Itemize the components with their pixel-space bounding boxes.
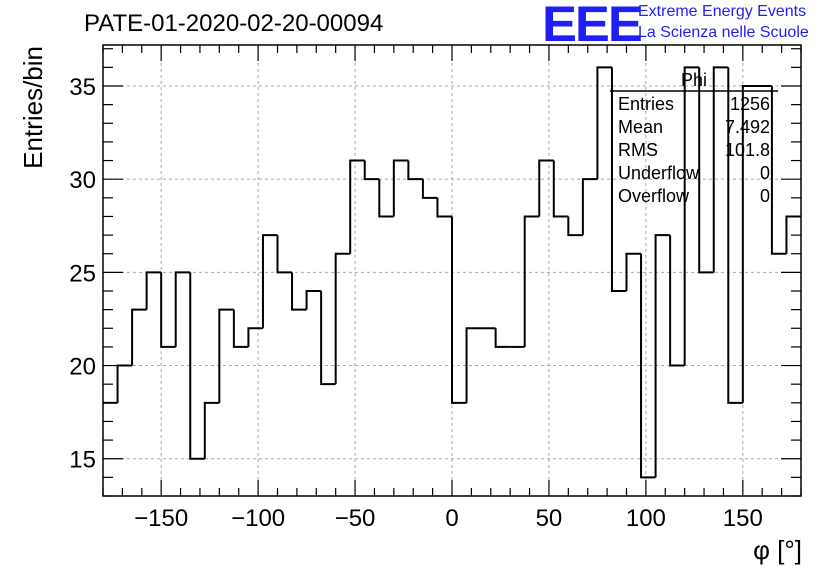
x-tick-label: −100 — [231, 505, 285, 532]
y-tick-label: 20 — [69, 354, 96, 381]
histogram-bin — [581, 178, 598, 236]
histogram-bin — [625, 252, 642, 291]
y-tick-label: 25 — [69, 260, 96, 287]
stats-row-label: Underflow — [618, 163, 700, 183]
histogram-bin — [131, 308, 147, 366]
histogram-bin — [407, 160, 423, 181]
histogram-bin — [160, 272, 176, 348]
histogram-bin — [189, 272, 205, 460]
x-tick-label: 50 — [536, 505, 563, 532]
stats-title: Phi — [681, 70, 707, 90]
histogram-bin — [552, 160, 569, 218]
histogram-bin — [232, 309, 249, 348]
histogram-bin — [596, 66, 612, 180]
axis-ticks — [102, 45, 802, 497]
stats-row-label: Entries — [618, 94, 674, 114]
x-tick-label: 0 — [445, 505, 458, 532]
stats-row-label: RMS — [618, 140, 658, 160]
histogram-bin — [320, 291, 336, 386]
stats-row-value: 1256 — [730, 94, 770, 114]
histogram-bin — [436, 197, 452, 218]
histogram-bin — [174, 271, 191, 347]
histogram-bin — [538, 159, 554, 217]
histogram-bin — [145, 271, 162, 310]
y-tick-label: 30 — [69, 167, 96, 194]
stats-row-label: Mean — [618, 117, 663, 137]
x-tick-label: 150 — [723, 505, 763, 532]
y-tick-label: 35 — [69, 74, 96, 101]
histogram-bin — [363, 160, 380, 181]
logo-caption-line2: La Scienza nelle Scuole — [638, 24, 809, 41]
histogram-bin — [203, 401, 220, 459]
histogram-bin — [116, 364, 133, 403]
histogram-bin — [305, 290, 322, 310]
histogram-bin — [669, 235, 685, 367]
x-tick-label: −150 — [134, 505, 188, 532]
histogram-bin — [494, 328, 511, 348]
histogram-bin — [683, 66, 700, 366]
histogram-bin — [261, 234, 278, 329]
stats-row-value: 0 — [760, 163, 770, 183]
histogram-bin — [247, 327, 263, 347]
histogram-bin — [392, 159, 409, 217]
histogram-bin — [698, 67, 714, 274]
histogram-bin — [334, 252, 351, 385]
x-tick-label: 100 — [626, 505, 666, 532]
histogram-bin — [451, 216, 467, 404]
histogram-bin — [727, 67, 743, 404]
histogram-bin — [349, 159, 365, 254]
y-tick-label: 15 — [69, 447, 96, 474]
histogram-bin — [218, 308, 234, 403]
histogram-bin — [291, 272, 307, 311]
tick-labels: −150 −100 −50 0 50 100 150 15 20 25 30 35 — [69, 74, 763, 532]
x-axis-label: φ [°] — [753, 535, 802, 565]
histogram-series — [103, 66, 801, 479]
histogram-bin — [770, 86, 787, 255]
histogram-bin — [276, 235, 293, 274]
histogram-bin — [378, 179, 394, 218]
histogram-bin — [712, 66, 729, 273]
histogram-bin — [741, 85, 758, 403]
stats-row-value: 0 — [760, 186, 770, 206]
x-tick-label: −50 — [335, 505, 376, 532]
histogram-bin — [654, 234, 671, 478]
stats-box: Phi Entries 1256 Mean 7.492 RMS 101.8 Underflow… — [610, 70, 778, 206]
histogram-bin — [640, 253, 656, 479]
histogram-bin — [523, 215, 540, 347]
y-axis-label: Entries/bin — [18, 46, 48, 169]
histogram-bin — [421, 179, 438, 199]
stats-row-label: Overflow — [618, 186, 690, 206]
histogram-bin — [465, 327, 482, 403]
logo-caption-line1: Extreme Energy Events — [638, 3, 807, 20]
stats-row-value: 7.492 — [725, 117, 770, 137]
histogram-bin — [567, 216, 583, 237]
eee-logo: EEE — [542, 0, 643, 52]
histogram-bin — [610, 67, 627, 292]
stats-row-value: 101.8 — [725, 140, 770, 160]
chart-title: PATE-01-2020-02-20-00094 — [84, 10, 384, 37]
